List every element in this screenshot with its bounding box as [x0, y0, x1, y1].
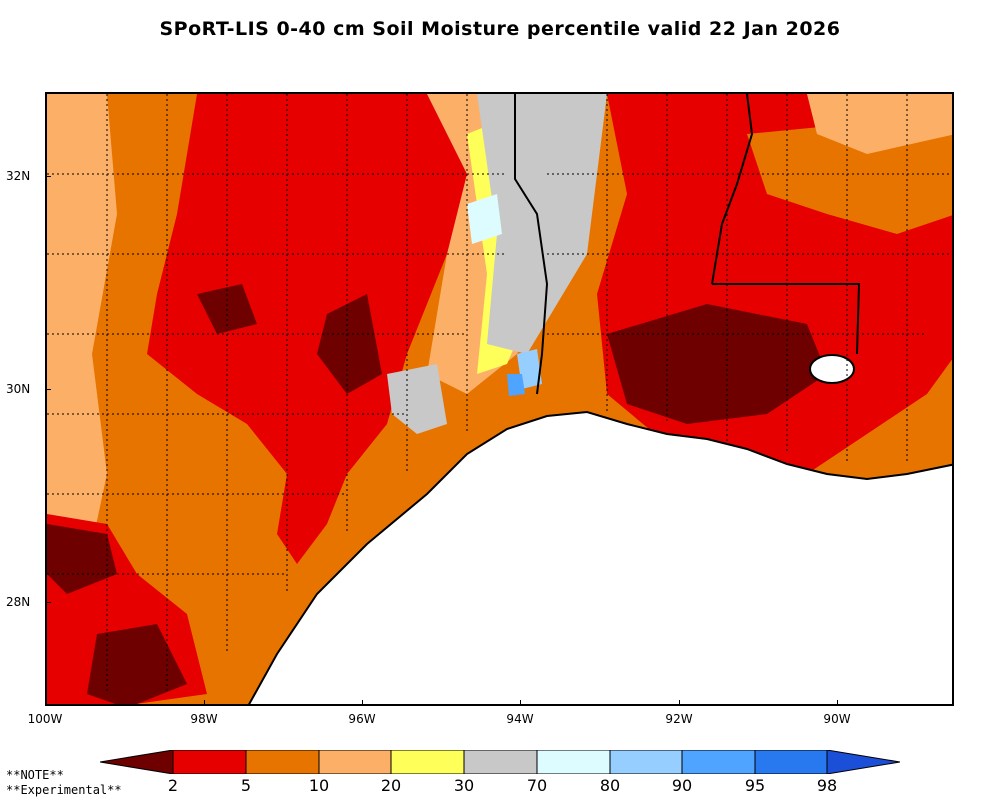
legend-label: 70 — [526, 776, 548, 795]
y-tick-label: 32N — [6, 169, 31, 183]
northeast-10-20-region — [807, 94, 952, 154]
experimental-label: **Experimental** — [6, 783, 122, 797]
legend-label: 20 — [380, 776, 402, 795]
southwest-core-2 — [47, 524, 117, 594]
legend-swatch-95-98 — [754, 750, 828, 774]
x-tick-label: 96W — [348, 712, 376, 726]
mississippi-river-border — [711, 94, 754, 285]
west-10-20-region — [47, 94, 117, 634]
x-tickmark-92w — [679, 700, 680, 706]
legend-swatch-10-20 — [318, 750, 392, 774]
wet-spot-2 — [507, 374, 525, 396]
lake-pontchartrain — [809, 354, 855, 384]
near-normal-region-1 — [477, 94, 607, 354]
legend-swatch-80-90 — [609, 750, 683, 774]
x-tickmark-98w — [204, 700, 205, 706]
y-tickmark-28n — [45, 602, 51, 603]
legend-swatch-20-30 — [390, 750, 465, 774]
x-tick-label: 100W — [27, 712, 63, 726]
x-tickmark-94w — [520, 700, 521, 706]
legend-swatch-90-95 — [681, 750, 756, 774]
legend-label: 98 — [816, 776, 838, 795]
legend-label: 30 — [453, 776, 475, 795]
central-texas-2-5-region — [147, 94, 477, 564]
legend-label: 95 — [744, 776, 766, 795]
legend-label: 90 — [671, 776, 693, 795]
louisiana-mississippi-border — [712, 283, 861, 355]
legend-swatch-70-80 — [536, 750, 611, 774]
y-tickmark-30n — [45, 389, 51, 390]
soil-moisture-map — [47, 94, 952, 704]
x-tick-label: 98W — [190, 712, 218, 726]
map-panel — [45, 92, 954, 706]
wet-spot-3 — [467, 194, 502, 244]
y-tick-label: 30N — [6, 382, 31, 396]
y-tickmark-32n — [45, 176, 51, 177]
x-tickmark-90w — [837, 700, 838, 706]
y-tick-label: 28N — [6, 595, 31, 609]
legend-label: 2 — [167, 776, 179, 795]
legend-swatch-5-10 — [245, 750, 320, 774]
note-label: **NOTE** — [6, 768, 64, 782]
x-tick-label: 92W — [665, 712, 693, 726]
map-title: SPoRT-LIS 0-40 cm Soil Moisture percenti… — [159, 18, 841, 40]
x-tickmark-100w — [45, 700, 46, 706]
gulf-of-mexico — [248, 410, 952, 704]
legend-swatch-30-70 — [463, 750, 538, 774]
color-legend-bar — [100, 750, 900, 774]
southwest-core — [87, 624, 187, 704]
legend-label: 80 — [599, 776, 621, 795]
legend-arrow-high — [826, 750, 900, 774]
legend-arrow-low — [100, 750, 174, 774]
x-tick-label: 94W — [506, 712, 534, 726]
county-boundaries — [47, 94, 952, 694]
legend-swatch-2-5 — [172, 750, 247, 774]
x-tickmark-96w — [362, 700, 363, 706]
near-normal-region-2 — [387, 364, 447, 434]
texas-louisiana-border — [514, 94, 549, 395]
x-tick-label: 90W — [823, 712, 851, 726]
legend-label: 10 — [308, 776, 330, 795]
drought-core-2 — [317, 294, 382, 394]
legend-label: 5 — [240, 776, 252, 795]
wet-spot-1 — [517, 349, 542, 389]
